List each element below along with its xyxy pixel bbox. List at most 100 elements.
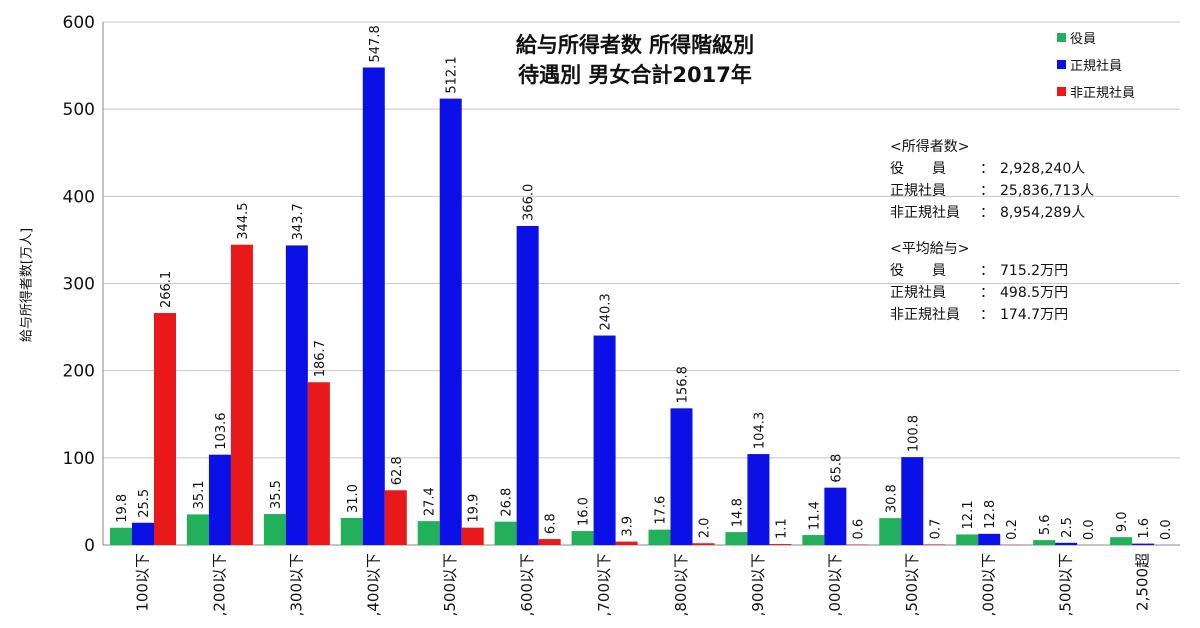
data-label: 266.1 (159, 271, 174, 308)
pay-value: 174.7万円 (1000, 307, 1069, 323)
bar (1132, 543, 1155, 545)
bar (1110, 537, 1133, 545)
bar (461, 527, 484, 545)
legend-swatch-regular (1057, 60, 1066, 69)
data-label: 547.8 (368, 25, 383, 62)
data-label: 5.6 (1038, 514, 1053, 535)
bar (417, 521, 440, 545)
x-tick-label: ,500以下 (903, 553, 921, 616)
bar (110, 527, 132, 545)
data-label: 0.2 (1005, 519, 1020, 540)
bar (846, 544, 869, 545)
data-label: 2.0 (698, 518, 713, 539)
legend: 役員 正規社員 非正規社員 (1057, 24, 1135, 105)
pay-sep: ： (980, 307, 994, 323)
data-label: 156.8 (676, 366, 691, 403)
bar (879, 518, 902, 545)
x-tick-label: ,000以下 (980, 553, 998, 616)
count-sep: ： (980, 183, 994, 199)
x-tick-label: ,300以下 (287, 553, 305, 616)
bar (615, 541, 638, 545)
pay-label: 役 員 (890, 263, 946, 279)
data-label: 12.8 (983, 500, 998, 529)
x-tick-label: ,900以下 (749, 553, 767, 616)
bar (571, 531, 594, 545)
pay-label: 非正規社員 (890, 307, 960, 323)
count-label: 役 員 (890, 161, 946, 177)
y-tick-label: 100 (63, 449, 95, 469)
data-label: 65.8 (829, 454, 844, 483)
data-label: 62.8 (390, 456, 405, 485)
legend-swatch-nonregular (1057, 87, 1066, 96)
x-tick-label: 2,500超 (1134, 553, 1152, 611)
bar (494, 521, 517, 545)
data-label: 16.0 (577, 497, 592, 526)
pay-label: 正規社員 (890, 285, 946, 301)
data-label: 11.4 (807, 501, 822, 530)
x-tick-label: ,500以下 (1057, 553, 1075, 616)
data-label: 103.6 (214, 412, 229, 449)
y-axis-label: 給与所得者数[万人] (19, 227, 35, 343)
pay-heading: <平均給与> (890, 241, 970, 257)
x-tick-label: ,000以下 (826, 553, 844, 616)
count-row-nonregular: 非正規社員 ： 8,954,289人 (890, 202, 1094, 224)
bar (340, 517, 363, 545)
count-value: 8,954,289人 (1000, 205, 1086, 221)
legend-item-officers: 役員 (1057, 24, 1135, 51)
bar (769, 544, 792, 545)
data-label: 240.3 (599, 293, 614, 330)
y-tick-label: 300 (63, 275, 95, 295)
x-tick-label: ,600以下 (518, 553, 536, 616)
data-label: 104.3 (752, 412, 767, 449)
bar (362, 67, 385, 545)
bar (670, 408, 693, 545)
x-tick-label: ,700以下 (595, 553, 613, 616)
legend-label-nonregular: 非正規社員 (1070, 86, 1136, 101)
count-value: 2,928,240人 (1000, 161, 1086, 177)
data-label: 31.0 (346, 484, 361, 513)
bar (956, 534, 979, 545)
bar (285, 245, 308, 545)
bar (384, 490, 407, 545)
bar (154, 313, 176, 545)
count-sep: ： (980, 161, 994, 177)
data-label: 512.1 (445, 56, 460, 93)
pay-row-regular: 正規社員 ： 498.5万円 (890, 282, 1094, 304)
bar (648, 529, 671, 545)
count-label: 非正規社員 (890, 205, 960, 221)
data-label: 19.8 (115, 494, 130, 523)
legend-item-nonregular: 非正規社員 (1057, 78, 1135, 105)
data-label: 17.6 (654, 496, 669, 525)
data-label: 366.0 (522, 184, 537, 221)
data-label: 0.7 (928, 519, 943, 540)
bar (263, 514, 286, 545)
pay-value: 715.2万円 (1000, 263, 1069, 279)
chart-title-line-1: 給与所得者数 所得階級別 (515, 33, 755, 57)
data-label: 25.5 (137, 489, 152, 518)
data-label: 6.8 (544, 513, 559, 534)
count-sep: ： (980, 205, 994, 221)
bar (978, 533, 1001, 545)
bar (824, 487, 847, 545)
chart-title: 給与所得者数 所得階級別 待遇別 男女合計2017年 (470, 30, 800, 90)
data-label: 100.8 (906, 415, 921, 452)
legend-item-regular: 正規社員 (1057, 51, 1135, 78)
data-label: 26.8 (500, 488, 515, 517)
count-row-regular: 正規社員 ： 25,836,713人 (890, 180, 1094, 202)
x-tick-label: 100以下 (133, 553, 151, 612)
x-tick-label: ,500以下 (441, 553, 459, 616)
count-label: 正規社員 (890, 183, 946, 199)
bar (725, 532, 748, 545)
bar (692, 543, 715, 545)
bar (901, 457, 924, 545)
data-label: 14.8 (730, 498, 745, 527)
data-label: 1.6 (1137, 518, 1152, 539)
data-label: 2.5 (1060, 517, 1075, 538)
legend-label-officers: 役員 (1070, 32, 1097, 47)
pay-row-officers: 役 員 ： 715.2万円 (890, 260, 1094, 282)
data-label: 0.0 (1082, 519, 1097, 540)
data-label: 0.0 (1159, 519, 1174, 540)
legend-label-regular: 正規社員 (1070, 59, 1123, 74)
legend-swatch-officers (1057, 33, 1066, 42)
